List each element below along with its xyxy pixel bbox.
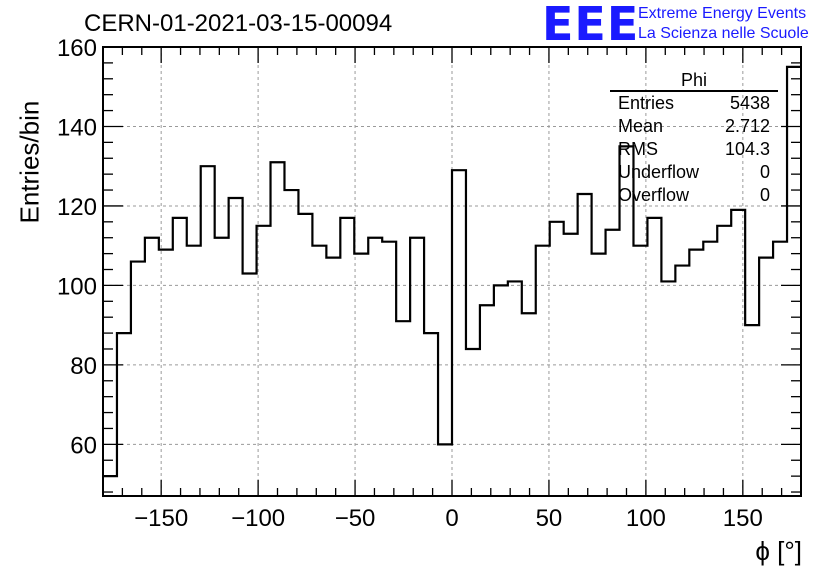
x-tick-label: 50 xyxy=(536,505,563,532)
stats-key: RMS xyxy=(618,139,658,159)
y-tick-label: 160 xyxy=(57,35,97,62)
stats-key: Entries xyxy=(618,93,675,113)
stats-row-mean: Mean 2.712 xyxy=(618,115,778,137)
y-tick-label: 120 xyxy=(57,194,97,221)
stats-row-rms: RMS 104.3 xyxy=(618,138,778,160)
stats-key: Underflow xyxy=(618,162,700,182)
stats-row-overflow: Overflow 0 xyxy=(618,184,778,206)
y-tick-label: 100 xyxy=(57,273,97,300)
stats-divider xyxy=(610,90,778,92)
y-tick-label: 80 xyxy=(70,353,97,380)
brand-line-1: Extreme Energy Events xyxy=(638,5,807,22)
y-tick-label: 140 xyxy=(57,114,97,141)
axis-ticks xyxy=(102,46,802,496)
x-tick-label: −100 xyxy=(231,505,285,532)
eee-logo: EEE xyxy=(542,0,640,51)
stats-box: Phi Entries 5438 Mean 2.712 RMS 104.3 Un… xyxy=(610,70,778,205)
stats-key: Mean xyxy=(618,116,664,136)
x-tick-label: −50 xyxy=(335,505,376,532)
histogram-series xyxy=(103,65,801,478)
x-tick-label: 150 xyxy=(723,505,763,532)
stats-title: Phi xyxy=(680,70,707,90)
chart-title: CERN-01-2021-03-15-00094 xyxy=(84,10,393,37)
brand-line-2: La Scienza nelle Scuole xyxy=(638,25,809,42)
stats-value: 5438 xyxy=(729,93,770,113)
axis-tick-labels: −150 −100 −50 0 50 100 150 60 80 100 120 140 160 xyxy=(57,35,763,532)
x-axis-label: ϕ [°] xyxy=(755,536,802,566)
stats-value: 2.712 xyxy=(724,116,770,136)
stats-row-underflow: Underflow 0 xyxy=(618,161,778,183)
y-axis-label: Entries/bin xyxy=(14,100,45,224)
x-tick-label: 100 xyxy=(626,505,666,532)
stats-key: Overflow xyxy=(618,185,690,205)
stats-value: 0 xyxy=(759,185,770,205)
stats-row-entries: Entries 5438 xyxy=(618,92,778,114)
stats-value: 104.3 xyxy=(724,139,770,159)
x-tick-label: −150 xyxy=(134,505,188,532)
y-tick-label: 60 xyxy=(70,432,97,459)
stats-value: 0 xyxy=(759,162,770,182)
x-tick-label: 0 xyxy=(445,505,458,532)
